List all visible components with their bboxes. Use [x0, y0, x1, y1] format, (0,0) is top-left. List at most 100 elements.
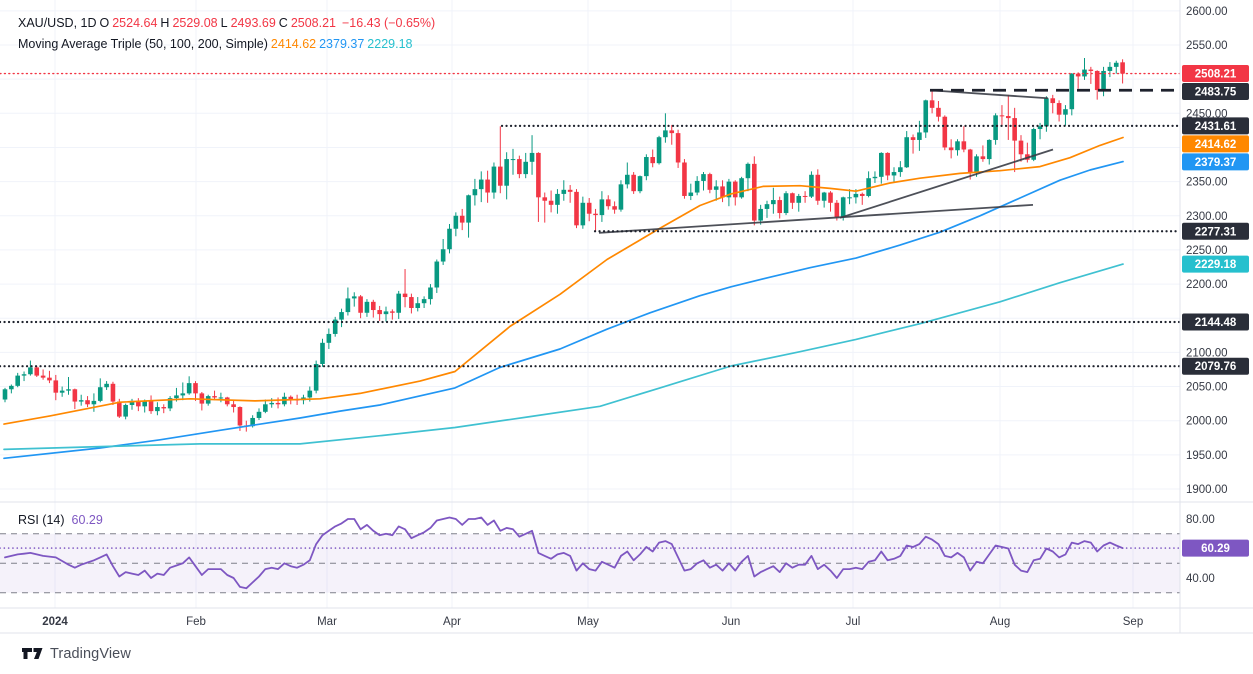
candle-body — [167, 398, 173, 409]
candle-body — [97, 387, 103, 401]
candle-body — [1088, 69, 1094, 71]
candle-body — [377, 310, 382, 315]
candle-body — [288, 396, 294, 400]
candle-body — [1050, 98, 1056, 104]
time-axis-label[interactable]: Mar — [317, 616, 337, 628]
price-label-chip — [1182, 83, 1249, 101]
price-label-chip-text: 2414.62 — [1195, 139, 1237, 151]
indicator-legend-row[interactable]: Moving Average Triple (50, 100, 200, Sim… — [18, 34, 438, 55]
candle-body — [771, 200, 776, 205]
candle-body — [555, 193, 560, 205]
candle-body — [720, 186, 725, 198]
candle-body — [536, 152, 541, 198]
ohlc-token: O 2524.64 — [99, 16, 158, 30]
symbol-legend-row: XAU/USD, 1D O 2524.64 H 2529.08 L 2493.69 C 2508… — [18, 13, 438, 34]
candle-body — [1101, 70, 1106, 91]
candle-body — [47, 377, 52, 381]
candle-body — [790, 193, 795, 203]
time-axis-label[interactable]: Apr — [443, 616, 461, 628]
candle-body — [840, 197, 846, 218]
candle-body — [561, 189, 567, 194]
candle-body — [326, 333, 332, 343]
ohlc-token: L 2493.69 — [220, 16, 276, 30]
candle-body — [504, 159, 509, 186]
candle-body — [593, 213, 598, 216]
candle-body — [383, 311, 389, 315]
trend-line[interactable] — [839, 148, 1054, 219]
candle-body — [631, 174, 636, 192]
price-label-chip — [1182, 135, 1249, 153]
candle-body — [1037, 126, 1043, 130]
price-label-chip — [1182, 539, 1249, 557]
candle-body — [974, 156, 979, 173]
candle-body — [1107, 66, 1113, 71]
candle-body — [161, 407, 167, 409]
price-tick-label: 2000.00 — [1186, 416, 1228, 428]
candle-body — [1031, 129, 1036, 160]
candle-body — [694, 180, 700, 193]
rsi-line — [4, 516, 1124, 590]
tradingview-attribution[interactable]: TradingView — [22, 646, 131, 662]
time-axis-label[interactable]: Aug — [990, 616, 1010, 628]
candle-body — [1094, 70, 1100, 91]
candle-body — [669, 130, 675, 134]
candle-body — [872, 176, 878, 179]
candle-body — [961, 141, 967, 150]
trend-line[interactable] — [598, 203, 1034, 234]
price-tick-label: 2200.00 — [1186, 279, 1228, 291]
trend-line[interactable] — [929, 89, 1049, 100]
candle-body — [218, 397, 224, 399]
candle-body — [491, 166, 497, 193]
candle-body — [904, 137, 909, 168]
candle-body — [682, 162, 687, 196]
candle-body — [542, 197, 548, 201]
candle-body — [307, 390, 313, 398]
candle-body — [231, 404, 236, 408]
price-tick-label: 2600.00 — [1186, 6, 1228, 18]
candle-body — [78, 400, 84, 402]
candle-body — [866, 178, 871, 196]
candle-body — [332, 319, 338, 334]
candle-body — [688, 192, 694, 196]
candle-body — [180, 393, 186, 396]
time-axis-label[interactable]: Jun — [722, 616, 741, 628]
ohlc-token: C 2508.21 — [278, 16, 336, 30]
candle-body — [523, 161, 528, 175]
candle-body — [745, 163, 751, 179]
candle-body — [917, 132, 922, 140]
candle-body — [656, 137, 662, 164]
time-axis-label[interactable]: Sep — [1123, 616, 1143, 628]
candle-body — [53, 380, 59, 393]
price-axis-panel[interactable] — [1180, 0, 1253, 674]
candle-body — [707, 174, 713, 190]
candle-body — [320, 342, 325, 364]
rsi-legend[interactable]: RSI (14) 60.29 — [18, 513, 103, 527]
candle-body — [574, 191, 579, 226]
candle-body — [434, 261, 440, 288]
price-label-chip — [1182, 222, 1249, 240]
candle-body — [828, 192, 833, 203]
candle-body — [110, 383, 116, 402]
price-label-chip — [1182, 357, 1249, 375]
symbol-legend[interactable]: XAU/USD, 1D O 2524.64 H 2529.08 L 2493.69 C 2508… — [18, 13, 438, 55]
candle-body — [85, 400, 90, 405]
price-tick-label: 40.00 — [1186, 573, 1215, 585]
candle-body — [409, 297, 414, 308]
indicator-title[interactable]: Moving Average Triple (50, 100, 200, Sim… — [18, 37, 268, 51]
candle-body — [650, 157, 655, 164]
candle-body — [1012, 118, 1017, 141]
time-axis-label[interactable]: May — [577, 616, 599, 628]
candle-body — [269, 402, 274, 405]
candle-body — [212, 396, 217, 398]
time-axis-label[interactable]: Jul — [846, 616, 861, 628]
candle-body — [224, 397, 230, 405]
time-axis-label[interactable]: Feb — [186, 616, 206, 628]
time-axis-label[interactable]: 2024 — [42, 616, 68, 628]
candle-body — [402, 293, 408, 298]
candle-body — [472, 189, 478, 196]
symbol-title[interactable]: XAU/USD, 1D — [18, 16, 97, 30]
candle-body — [612, 206, 617, 210]
candle-body — [396, 293, 401, 313]
rsi-title[interactable]: RSI (14) — [18, 513, 65, 527]
